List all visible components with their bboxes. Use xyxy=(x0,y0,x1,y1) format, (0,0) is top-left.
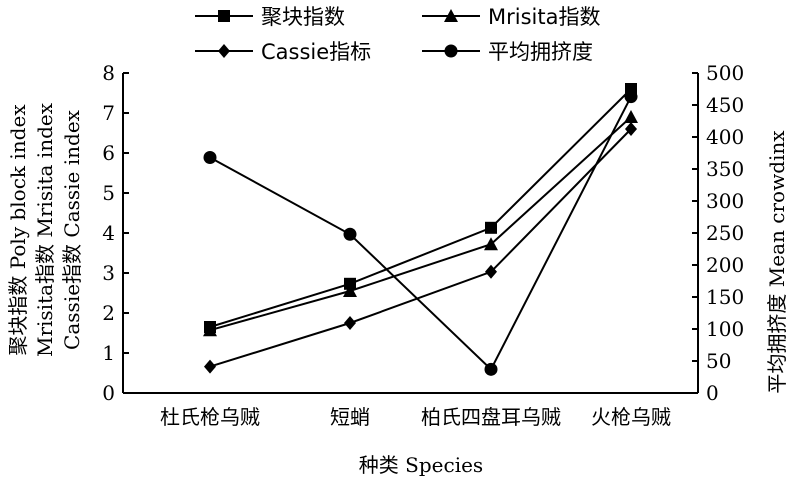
data-point xyxy=(344,277,356,290)
series-line xyxy=(209,96,632,371)
series-layer xyxy=(203,83,638,376)
y-axis-left-title-line-3: Cassie指数 Cassie index xyxy=(60,109,84,350)
data-point xyxy=(343,284,357,297)
data-point xyxy=(344,316,356,330)
legend-marker xyxy=(444,9,458,22)
y-axis-left-title-line-2: Mrisita指数 Mrisita index xyxy=(33,102,57,357)
y-left-tick-label: 0 xyxy=(102,381,115,405)
y-left-tick-label: 7 xyxy=(102,101,115,125)
data-point xyxy=(204,359,216,374)
legend-label: Mrisita指数 xyxy=(488,5,600,29)
y-left-tick-label: 5 xyxy=(102,181,115,205)
y-right-tick-label: 100 xyxy=(706,317,744,341)
legend: 聚块指数 Mrisita指数 Cassie指标 平均拥挤度 xyxy=(195,5,600,64)
legend-label: Cassie指标 xyxy=(261,40,371,64)
y-axis-left-title-3: Cassie指数 Cassie index xyxy=(60,109,84,350)
data-point xyxy=(484,237,498,251)
y-left-tick-label: 1 xyxy=(102,341,115,365)
series-line xyxy=(209,128,632,368)
legend-marker xyxy=(218,44,230,58)
x-tick-label: 柏氏四盘耳乌贼 xyxy=(421,405,561,429)
x-tick-label: 火枪乌贼 xyxy=(591,405,671,429)
legend-item: 平均拥挤度 xyxy=(422,40,593,64)
data-point xyxy=(343,227,357,241)
series-line xyxy=(209,88,632,328)
y-left-tick-label: 8 xyxy=(102,61,115,85)
series-diamond xyxy=(204,122,637,374)
y-right-tick-label: 500 xyxy=(706,61,744,85)
series-square xyxy=(204,83,637,333)
y-axis-left-title-line-1: 聚块指数 Poly block index xyxy=(6,104,30,356)
legend-item: Mrisita指数 xyxy=(422,5,600,29)
legend-label: 平均拥挤度 xyxy=(488,40,593,64)
y-left-tick-label: 4 xyxy=(102,221,115,245)
data-point xyxy=(624,90,638,104)
data-point xyxy=(203,150,217,164)
y-right-tick-label: 200 xyxy=(706,253,744,277)
data-point xyxy=(485,264,497,279)
y-right-tick-label: 450 xyxy=(706,93,744,117)
data-point xyxy=(625,122,637,136)
y-right-tick-label: 350 xyxy=(706,157,744,181)
y-left-tick-label: 2 xyxy=(102,301,115,325)
y-right-tick-label: 150 xyxy=(706,285,744,309)
axes: 0 1 2 3 4 5 6 7 8 0 50 100 150 200 250 300 350 400 450 500 杜… xyxy=(102,61,744,429)
y-right-tick-label: 50 xyxy=(706,349,731,373)
data-point xyxy=(203,323,217,337)
x-axis-title: 种类 Species xyxy=(359,453,483,477)
series-circle xyxy=(203,90,638,376)
legend-item: 聚块指数 xyxy=(195,5,345,29)
y-right-tick-label: 0 xyxy=(706,381,719,405)
y-right-tick-label: 300 xyxy=(706,189,744,213)
y-right-tick-label: 400 xyxy=(706,125,744,149)
y-axis-left-title-2: Mrisita指数 Mrisita index xyxy=(33,102,57,357)
y-right-tick-label: 250 xyxy=(706,221,744,245)
legend-marker xyxy=(218,10,230,22)
y-left-tick-label: 3 xyxy=(102,261,115,285)
legend-label: 聚块指数 xyxy=(261,5,345,29)
y-axis-right-title-text: 平均拥挤度 Mean crowdinx xyxy=(765,130,789,394)
series-line xyxy=(209,116,632,332)
y-left-tick-label: 6 xyxy=(102,141,115,165)
y-axis-right-title: 平均拥挤度 Mean crowdinx xyxy=(765,130,789,394)
data-point xyxy=(624,110,638,123)
x-tick-label: 杜氏枪乌贼 xyxy=(160,405,260,429)
y-axis-left-title: 聚块指数 Poly block index xyxy=(6,104,30,356)
series-triangle xyxy=(203,110,638,337)
x-tick-label: 短蛸 xyxy=(330,405,370,429)
data-point xyxy=(484,362,498,376)
legend-item: Cassie指标 xyxy=(195,40,371,64)
data-point xyxy=(485,221,497,234)
legend-marker xyxy=(444,44,458,58)
